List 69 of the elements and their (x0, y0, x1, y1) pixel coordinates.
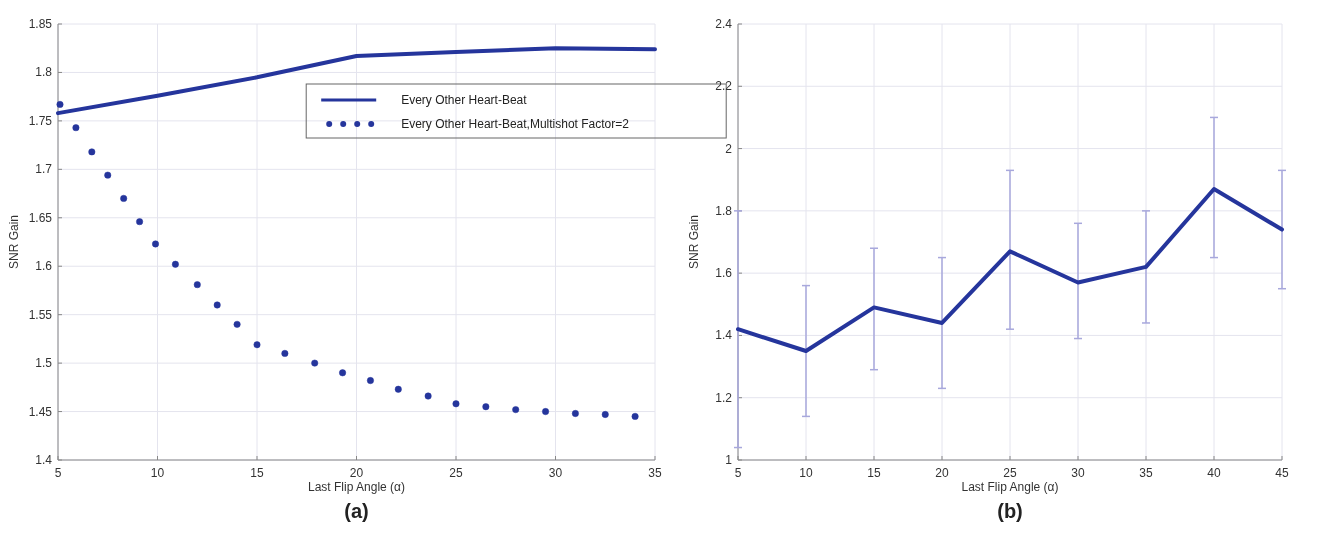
y-tick-label: 1.55 (28, 307, 53, 322)
y-tick-label: 2 (725, 141, 733, 156)
x-tick-label: 10 (799, 466, 813, 480)
point (452, 400, 460, 408)
y-tick-label: 1.5 (35, 356, 53, 371)
point (72, 124, 80, 132)
x-tick-label: 20 (349, 466, 364, 480)
y-tick-label: 1.85 (28, 17, 53, 31)
x-tick-label: 5 (734, 466, 742, 480)
y-tick-label: 1.8 (35, 65, 53, 80)
text: (b) (997, 500, 1023, 522)
x-tick-label: 25 (449, 466, 463, 480)
x-tick-label: 45 (1275, 466, 1289, 480)
point (339, 369, 347, 377)
point (253, 341, 261, 349)
y-axis-title: SNR Gain (7, 214, 21, 270)
x-tick-label: 35 (648, 466, 662, 480)
x-tick-label: 10 (150, 466, 165, 480)
x-tick-label: 15 (867, 466, 881, 480)
x-tick-label: 15 (250, 466, 264, 480)
y-tick-label: 1.6 (715, 266, 733, 281)
point (424, 392, 432, 400)
point (311, 359, 319, 367)
point (601, 411, 609, 418)
line-series (56, 46, 657, 116)
y-tick-label: 1.75 (28, 113, 53, 128)
x-tick-label: 40 (1207, 466, 1221, 480)
point (56, 100, 64, 108)
y-tick-label: 2.2 (715, 79, 733, 94)
point (136, 218, 144, 226)
y-tick-label: 1.45 (28, 404, 53, 419)
point (542, 408, 549, 416)
x-tick-label: 5 (54, 466, 62, 480)
line-series (736, 187, 1284, 353)
x-tick-label: 30 (1071, 466, 1085, 480)
point (366, 377, 374, 384)
point (394, 385, 402, 393)
x-tick-label: 35 (1139, 466, 1153, 480)
point (213, 301, 221, 309)
y-tick-label: 1 (725, 453, 733, 467)
point (482, 403, 490, 411)
y-tick-label: 2.4 (715, 17, 733, 31)
y-tick-label: 1.4 (35, 453, 53, 467)
point (631, 412, 639, 420)
x-tick-label: 25 (1003, 466, 1017, 480)
text: (a) (344, 500, 369, 522)
point (233, 320, 241, 328)
x-axis-title: Last Flip Angle (α) (308, 480, 405, 494)
y-axis-title: SNR Gain (687, 214, 701, 270)
x-tick-label: 30 (548, 466, 563, 480)
point (193, 281, 201, 289)
point (152, 240, 159, 248)
point (512, 406, 520, 414)
point (104, 171, 112, 179)
point (88, 148, 96, 156)
point (120, 194, 128, 202)
legend-label: Every Other Heart-Beat (401, 93, 528, 107)
y-tick-label: 1.65 (28, 210, 53, 225)
legend-label: Every Other Heart-Beat,Multishot Factor=2 (401, 117, 630, 131)
y-tick-label: 1.8 (715, 203, 733, 218)
y-tick-label: 1.2 (715, 390, 733, 405)
y-tick-label: 1.7 (35, 162, 53, 177)
x-axis-title: Last Flip Angle (α) (961, 480, 1059, 494)
point (571, 410, 579, 417)
y-tick-label: 1.4 (715, 328, 733, 343)
y-tick-label: 1.6 (35, 259, 53, 274)
x-tick-label: 20 (935, 466, 949, 480)
point (281, 349, 289, 357)
point (171, 260, 179, 268)
